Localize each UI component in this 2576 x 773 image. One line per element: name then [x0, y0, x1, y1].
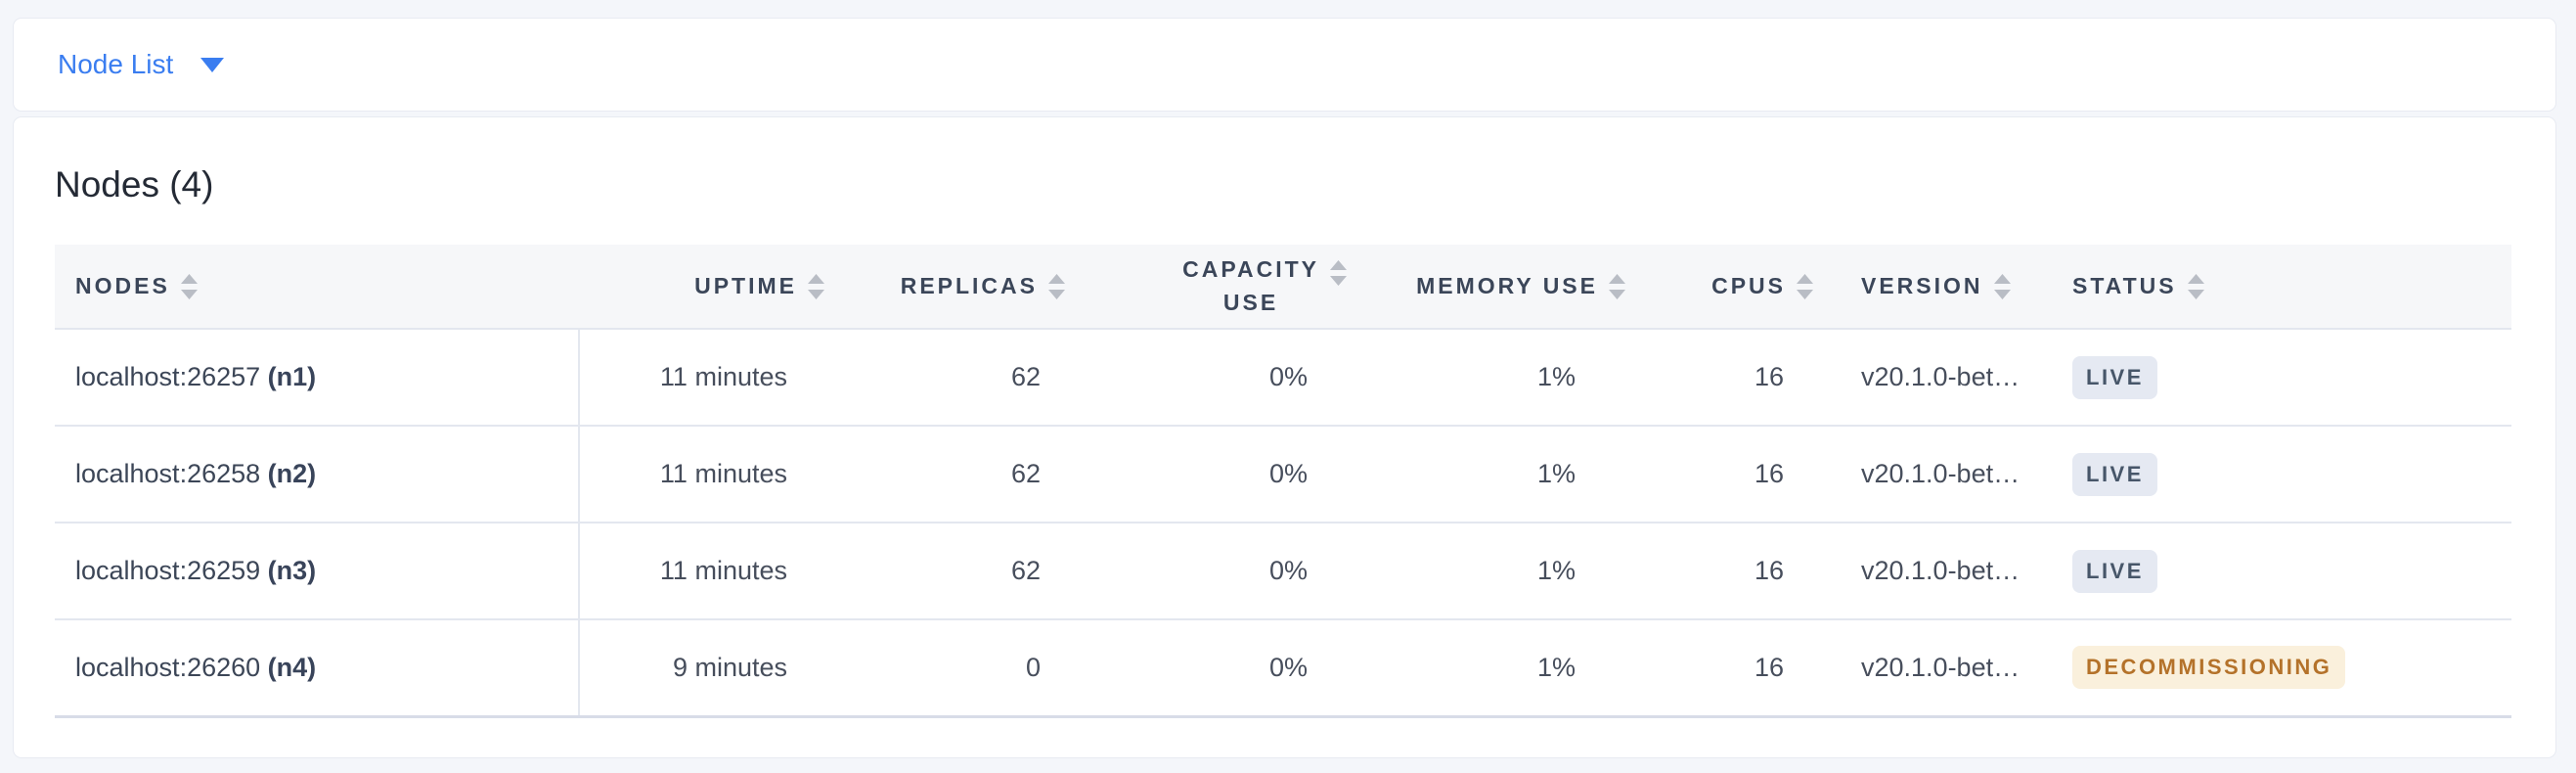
cell-memory-use: 1% — [1354, 618, 1632, 718]
nodes-panel: Nodes (4) NODES UPTIME REPLICAS CAPACITY… — [13, 116, 2556, 758]
panel-title: Nodes (4) — [55, 164, 214, 205]
view-selector-card: Node List — [13, 18, 2556, 112]
status-badge: DECOMMISSIONING — [2072, 646, 2346, 690]
node-address-link[interactable]: localhost:26257 — [75, 362, 261, 391]
cell-uptime: 11 minutes — [579, 328, 831, 426]
column-header-status[interactable]: STATUS — [2045, 245, 2511, 329]
sort-icon — [1047, 273, 1066, 300]
node-address-link[interactable]: localhost:26259 — [75, 556, 261, 585]
column-label-nodes: NODES — [75, 272, 170, 298]
node-id: (n3) — [260, 556, 317, 585]
cell-capacity-use: 0% — [1072, 425, 1354, 523]
column-label-version: VERSION — [1861, 272, 1983, 298]
view-selector-dropdown[interactable]: Node List — [58, 49, 225, 80]
sort-icon — [180, 273, 199, 300]
cell-memory-use: 1% — [1354, 425, 1632, 523]
cell-uptime: 9 minutes — [579, 618, 831, 718]
cell-node: localhost:26258 (n2) — [55, 425, 580, 523]
cell-replicas: 62 — [831, 425, 1072, 523]
cell-node: localhost:26260 (n4) — [55, 618, 580, 718]
table-header: NODES UPTIME REPLICAS CAPACITY USE MEMOR… — [55, 245, 2511, 329]
node-address-link[interactable]: localhost:26258 — [75, 459, 261, 488]
sort-icon — [1608, 273, 1626, 300]
column-label-status: STATUS — [2072, 272, 2177, 298]
cell-uptime: 11 minutes — [579, 522, 831, 619]
cell-cpus: 16 — [1632, 425, 1820, 523]
cell-capacity-use: 0% — [1072, 522, 1354, 619]
cell-cpus: 16 — [1632, 618, 1820, 718]
cell-version: v20.1.0-bet… — [1820, 522, 2045, 619]
sort-icon — [2187, 273, 2205, 300]
cell-cpus: 16 — [1632, 328, 1820, 426]
cell-node: localhost:26259 (n3) — [55, 522, 580, 619]
cell-capacity-use: 0% — [1072, 618, 1354, 718]
sort-icon — [1796, 273, 1814, 300]
column-header-replicas[interactable]: REPLICAS — [831, 245, 1072, 329]
version-text: v20.1.0-bet… — [1861, 362, 2021, 391]
column-header-uptime[interactable]: UPTIME — [579, 245, 831, 329]
column-label-replicas: REPLICAS — [900, 272, 1038, 298]
cell-replicas: 62 — [831, 522, 1072, 619]
cell-replicas: 0 — [831, 618, 1072, 718]
view-selector-label: Node List — [58, 49, 174, 79]
version-text: v20.1.0-bet… — [1861, 459, 2021, 488]
column-header-cpus[interactable]: CPUS — [1632, 245, 1820, 329]
cell-status: LIVE — [2045, 425, 2511, 523]
version-text: v20.1.0-bet… — [1861, 652, 2021, 682]
table-row: localhost:26260 (n4) 9 minutes 0 0% 1% 16 v20.… — [55, 618, 2511, 718]
status-badge: LIVE — [2072, 355, 2157, 399]
node-address-link[interactable]: localhost:26260 — [75, 652, 261, 682]
table-row: localhost:26258 (n2) 11 minutes 62 0% 1% 16 v2… — [55, 425, 2511, 523]
node-id: (n1) — [260, 362, 317, 391]
table-row: localhost:26257 (n1) 11 minutes 62 0% 1% 16 v2… — [55, 328, 2511, 426]
column-header-capacity[interactable]: CAPACITY USE — [1072, 245, 1354, 329]
cell-replicas: 62 — [831, 328, 1072, 426]
table-body: localhost:26257 (n1) 11 minutes 62 0% 1% 16 v2… — [55, 328, 2511, 718]
column-header-nodes[interactable]: NODES — [55, 245, 579, 329]
column-header-memory[interactable]: MEMORY USE — [1354, 245, 1632, 329]
column-label-capacity: CAPACITY USE — [1182, 256, 1319, 315]
node-id: (n4) — [260, 652, 317, 682]
sort-icon — [807, 273, 825, 300]
cell-status: LIVE — [2045, 328, 2511, 426]
cell-cpus: 16 — [1632, 522, 1820, 619]
cell-status: LIVE — [2045, 522, 2511, 619]
cell-capacity-use: 0% — [1072, 328, 1354, 426]
cell-version: v20.1.0-bet… — [1820, 328, 2045, 426]
table-header-row: NODES UPTIME REPLICAS CAPACITY USE MEMOR… — [55, 245, 2511, 329]
cell-memory-use: 1% — [1354, 328, 1632, 426]
cell-version: v20.1.0-bet… — [1820, 618, 2045, 718]
sort-icon — [1329, 259, 1348, 287]
column-header-version[interactable]: VERSION — [1820, 245, 2045, 329]
nodes-table: NODES UPTIME REPLICAS CAPACITY USE MEMOR… — [55, 245, 2511, 718]
cell-node: localhost:26257 (n1) — [55, 328, 580, 426]
column-label-memory: MEMORY USE — [1416, 272, 1598, 298]
caret-down-icon — [200, 57, 225, 72]
cell-version: v20.1.0-bet… — [1820, 425, 2045, 523]
node-id: (n2) — [260, 459, 317, 488]
cell-memory-use: 1% — [1354, 522, 1632, 619]
column-label-cpus: CPUS — [1711, 272, 1786, 298]
status-badge: LIVE — [2072, 452, 2157, 496]
cell-uptime: 11 minutes — [579, 425, 831, 523]
table-row: localhost:26259 (n3) 11 minutes 62 0% 1% 16 v2… — [55, 522, 2511, 619]
sort-icon — [1993, 273, 2012, 300]
version-text: v20.1.0-bet… — [1861, 556, 2021, 585]
column-label-uptime: UPTIME — [694, 272, 797, 298]
cell-status: DECOMMISSIONING — [2045, 618, 2511, 718]
status-badge: LIVE — [2072, 549, 2157, 593]
